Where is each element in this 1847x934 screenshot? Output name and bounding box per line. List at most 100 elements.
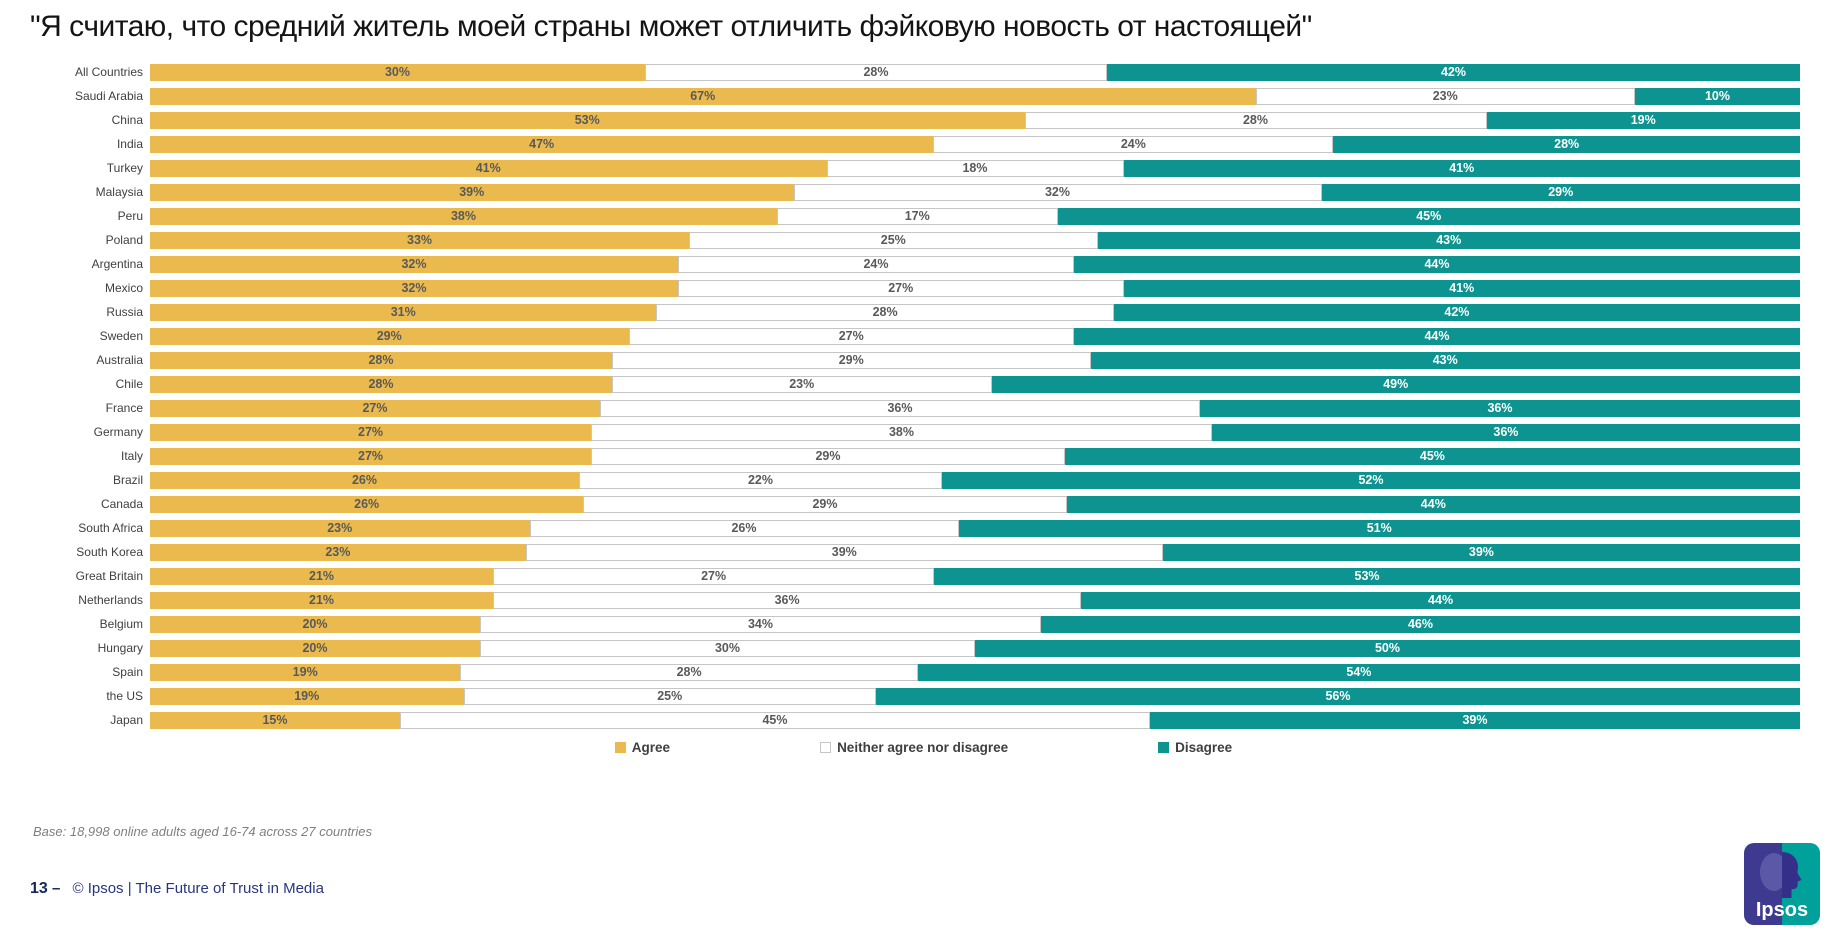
- row-label: Australia: [96, 353, 143, 367]
- row-label: South Korea: [76, 545, 143, 559]
- legend-swatch-icon: [1158, 742, 1170, 753]
- bar-segment: 32%: [793, 183, 1322, 201]
- row-bars: 30% 28% 42%: [150, 63, 1800, 81]
- bar-segment: 36%: [1200, 399, 1800, 417]
- bar-value-label: 29%: [376, 328, 402, 343]
- bar-value-label: 29%: [1548, 184, 1574, 199]
- bar-value-label: 67%: [690, 88, 716, 103]
- bar-value-label: 28%: [872, 304, 898, 319]
- legend-item: Agree: [614, 740, 671, 755]
- row-bars: 32% 27% 41%: [150, 279, 1800, 297]
- bar-segment: 19%: [150, 663, 461, 681]
- chart-row: Brazil 26% 22% 52%: [25, 468, 1800, 492]
- bar-segment: 28%: [656, 303, 1114, 321]
- bar-segment: 15%: [150, 711, 400, 729]
- bar-value-label: 23%: [327, 520, 353, 535]
- chart-row: Canada 26% 29% 44%: [25, 492, 1800, 516]
- bar-value-label: 45%: [1416, 208, 1442, 223]
- chart-row: All Countries 30% 28% 42%: [25, 60, 1800, 84]
- bar-segment: 24%: [678, 255, 1074, 273]
- bar-segment: 43%: [1097, 231, 1800, 249]
- bar-value-label: 33%: [407, 232, 433, 247]
- bar-value-label: 45%: [1419, 448, 1445, 463]
- row-label: Canada: [100, 497, 143, 511]
- bar-segment: 29%: [612, 351, 1091, 369]
- bar-segment: 41%: [1123, 279, 1800, 297]
- bar-value-label: 38%: [450, 208, 477, 223]
- bar-segment: 20%: [150, 615, 480, 633]
- bar-segment: 27%: [493, 567, 935, 585]
- row-label: Poland: [105, 233, 143, 247]
- bar-value-label: 19%: [1630, 112, 1656, 127]
- bar-segment: 39%: [525, 543, 1163, 561]
- bar-value-label: 30%: [714, 640, 741, 655]
- bar-value-label: 31%: [390, 304, 416, 319]
- bar-segment: 47%: [150, 135, 934, 153]
- chart-row: China 53% 28% 19%: [25, 108, 1800, 132]
- bar-value-label: 34%: [747, 616, 774, 631]
- row-bars: 38% 17% 45%: [150, 207, 1800, 225]
- bar-value-label: 27%: [358, 448, 384, 463]
- bar-segment: 44%: [1066, 495, 1800, 513]
- bar-segment: 45%: [400, 711, 1150, 729]
- bar-segment: 29%: [591, 447, 1065, 465]
- bar-value-label: 19%: [294, 688, 320, 703]
- bar-segment: 51%: [958, 519, 1800, 537]
- bar-segment: 36%: [1211, 423, 1800, 441]
- bar-value-label: 45%: [762, 712, 788, 727]
- bar-value-label: 44%: [1420, 496, 1446, 511]
- bar-segment: 29%: [583, 495, 1067, 513]
- bar-segment: 27%: [678, 279, 1124, 297]
- bar-value-label: 36%: [1487, 400, 1513, 415]
- bar-segment: 38%: [591, 423, 1212, 441]
- bar-segment: 17%: [777, 207, 1058, 225]
- bar-value-label: 41%: [1449, 280, 1475, 295]
- chart-row: Argentina 32% 24% 44%: [25, 252, 1800, 276]
- bar-segment: 28%: [1333, 135, 1800, 153]
- bar-value-label: 36%: [774, 592, 800, 607]
- bar-value-label: 22%: [747, 472, 774, 487]
- row-bars: 27% 38% 36%: [150, 423, 1800, 441]
- bar-segment: 27%: [150, 399, 600, 417]
- bar-segment: 22%: [579, 471, 942, 489]
- row-bars: 31% 28% 42%: [150, 303, 1800, 321]
- chart-row: Italy 27% 29% 45%: [25, 444, 1800, 468]
- bar-value-label: 23%: [1432, 88, 1458, 103]
- bar-segment: 39%: [1162, 543, 1800, 561]
- row-label: India: [116, 137, 143, 151]
- legend-swatch-icon: [820, 742, 832, 753]
- row-label: Peru: [117, 209, 143, 223]
- bar-value-label: 26%: [351, 472, 378, 487]
- chart-legend: Agree Neither agree nor disagree Disagree: [0, 740, 1847, 755]
- bar-value-label: 26%: [731, 520, 757, 535]
- row-label: China: [111, 113, 143, 127]
- bar-segment: 28%: [460, 663, 918, 681]
- bar-segment: 23%: [612, 375, 992, 393]
- bar-segment: 29%: [150, 327, 629, 345]
- row-label: Saudi Arabia: [74, 89, 143, 103]
- bar-value-label: 44%: [1424, 328, 1450, 343]
- bar-segment: 44%: [1074, 327, 1800, 345]
- bar-value-label: 53%: [1354, 568, 1380, 583]
- ipsos-logo-graphic: Ipsos: [1744, 843, 1820, 925]
- bar-segment: 28%: [645, 63, 1107, 81]
- row-label: France: [105, 401, 143, 415]
- bar-segment: 54%: [917, 663, 1800, 681]
- row-bars: 19% 25% 56%: [150, 687, 1800, 705]
- bar-value-label: 23%: [325, 544, 351, 559]
- chart-row: India 47% 24% 28%: [25, 132, 1800, 156]
- chart-row: Belgium 20% 34% 46%: [25, 612, 1800, 636]
- bar-value-label: 26%: [354, 496, 380, 511]
- row-bars: 20% 34% 46%: [150, 615, 1800, 633]
- row-bars: 67% 23% 10%: [150, 87, 1800, 105]
- chart-row: Chile 28% 23% 49%: [25, 372, 1800, 396]
- bar-segment: 21%: [150, 591, 494, 609]
- legend-label: Agree: [631, 740, 671, 755]
- bar-segment: 27%: [628, 327, 1074, 345]
- bar-segment: 45%: [1057, 207, 1800, 225]
- chart-row: the US 19% 25% 56%: [25, 684, 1800, 708]
- bar-segment: 27%: [150, 423, 592, 441]
- bar-value-label: 24%: [1120, 136, 1146, 151]
- chart-row: Sweden 29% 27% 44%: [25, 324, 1800, 348]
